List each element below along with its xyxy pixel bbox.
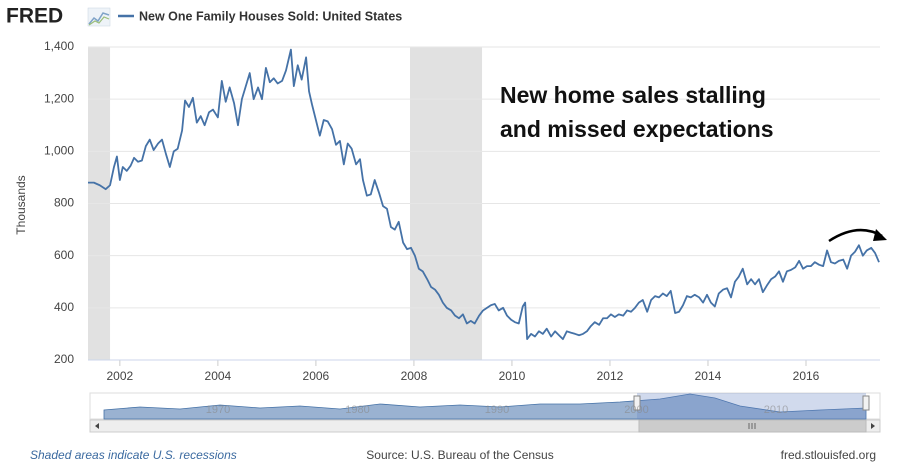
y-tick-label: 200	[54, 352, 74, 366]
source: Source: U.S. Bureau of the Census	[366, 448, 553, 462]
series-line	[88, 48, 880, 341]
navigator-label: 2000	[624, 404, 648, 416]
y-axis-title: Thousands	[14, 175, 28, 234]
x-tick-label: 2004	[205, 369, 232, 383]
x-tick-label: 2010	[499, 369, 526, 383]
navigator-label: 1980	[345, 404, 369, 416]
annotation-arrow	[828, 228, 887, 243]
y-tick-label: 800	[54, 196, 74, 210]
legend-label: New One Family Houses Sold: United State…	[139, 9, 402, 23]
y-tick-label: 600	[54, 248, 74, 262]
annotation: New home sales stalling	[500, 82, 766, 108]
x-tick-label: 2014	[695, 369, 722, 383]
y-tick-label: 1,000	[44, 144, 74, 158]
y-tick-label: 400	[54, 300, 74, 314]
logo: FRED	[6, 5, 63, 28]
x-tick-label: 2012	[597, 369, 624, 383]
recession-note: Shaded areas indicate U.S. recessions	[30, 448, 237, 462]
x-tick-label: 2006	[303, 369, 330, 383]
site-link[interactable]: fred.stlouisfed.org	[781, 448, 876, 462]
x-tick-label: 2008	[401, 369, 428, 383]
logo-icon	[87, 7, 111, 27]
navigator	[89, 392, 881, 420]
y-tick-label: 1,200	[44, 91, 74, 105]
x-tick-label: 2016	[793, 369, 820, 383]
navigator-label: 2010	[764, 404, 788, 416]
scrollbar[interactable]	[89, 419, 881, 433]
navigator-label: 1990	[485, 404, 509, 416]
navigator-label: 1970	[206, 404, 230, 416]
plot-area: 200 400 600 800 1,000 1,200 1,400 2002 2004 2006 2…	[44, 39, 880, 383]
y-tick-label: 1,400	[44, 39, 74, 53]
annotation: and missed expectations	[500, 116, 774, 142]
x-tick-label: 2002	[107, 369, 134, 383]
